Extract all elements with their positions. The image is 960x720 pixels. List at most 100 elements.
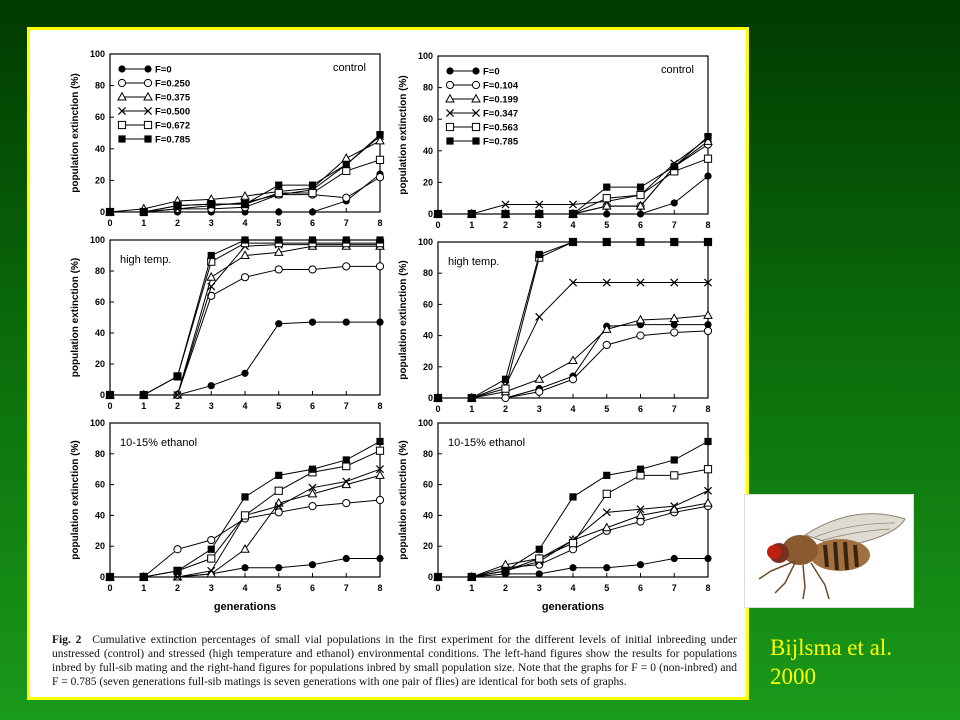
x-tick-label: 6 (638, 583, 643, 593)
data-point (602, 508, 611, 517)
series (433, 154, 713, 219)
data-point (603, 210, 611, 218)
legend-marker (445, 122, 455, 132)
data-point (535, 312, 544, 321)
data-point (703, 310, 713, 319)
data-point (207, 554, 216, 563)
fly-legs (758, 560, 830, 600)
legend-marker (446, 67, 454, 75)
legend-marker (144, 135, 152, 143)
y-tick-label: 100 (418, 237, 433, 247)
panel-4: 0 20 40 60 80 100 0 1 2 3 4 5 6 7 8 population extincti… (398, 237, 713, 414)
data-point (434, 394, 442, 402)
data-point (569, 493, 577, 501)
legend-label: F=0.785 (155, 135, 191, 146)
data-point (670, 471, 679, 480)
data-point (601, 324, 612, 333)
data-point (342, 236, 350, 244)
x-tick-label: 4 (242, 583, 247, 593)
data-point (568, 355, 578, 365)
series (106, 318, 384, 399)
data-point (501, 200, 510, 209)
data-point (602, 340, 611, 350)
data-point (275, 320, 283, 328)
data-point (501, 384, 510, 393)
y-tick-label: 100 (90, 418, 105, 428)
x-tick-label: 7 (672, 583, 677, 593)
y-tick-label: 60 (423, 114, 433, 124)
data-point (207, 566, 216, 575)
y-axis-label: population extinction (%) (398, 260, 409, 379)
legend-marker (472, 67, 480, 75)
legend: F=0 F=0.250 F=0.375 F=0.500 F=0.672 F=0.785 (117, 65, 191, 146)
x-tick-label: 7 (344, 583, 349, 593)
data-point (670, 163, 678, 171)
x-tick-label: 8 (377, 583, 382, 593)
data-point (106, 573, 114, 581)
y-tick-label: 80 (95, 449, 105, 459)
caption-label: Fig. 2 (52, 634, 82, 646)
data-point (274, 188, 283, 198)
data-point (140, 208, 148, 216)
y-tick-label: 100 (418, 418, 433, 428)
x-tick-label: 4 (242, 401, 247, 411)
data-point (375, 262, 385, 271)
data-point (669, 313, 680, 322)
x-tick-label: 6 (310, 583, 315, 593)
data-point (703, 326, 713, 336)
plot-frame (109, 53, 381, 213)
x-tick-label: 7 (672, 220, 677, 230)
x-tick-label: 4 (570, 220, 575, 230)
x-tick-label: 6 (310, 218, 315, 228)
data-point (636, 210, 645, 218)
y-tick-label: 60 (423, 480, 433, 490)
data-point (275, 564, 283, 572)
data-point (341, 153, 352, 162)
data-point (207, 282, 216, 291)
data-point (106, 391, 114, 399)
data-point (601, 200, 612, 210)
panel-5: 0 20 40 60 80 100 0 1 2 3 4 5 6 7 8 population extincti… (70, 418, 385, 613)
data-point (375, 446, 385, 455)
data-point (636, 331, 645, 340)
data-point (140, 573, 148, 581)
x-tick-label: 5 (604, 220, 609, 230)
x-tick-label: 3 (209, 583, 214, 593)
series (106, 236, 384, 399)
data-point (308, 318, 317, 326)
x-tick-label: 3 (209, 401, 214, 411)
data-point (273, 247, 284, 256)
x-tick-label: 2 (175, 583, 180, 593)
x-tick-label: 6 (638, 404, 643, 414)
data-point (241, 493, 249, 501)
data-point (241, 564, 249, 572)
y-tick-label: 100 (90, 235, 105, 245)
x-tick-label: 5 (276, 401, 281, 411)
series-line (438, 158, 709, 215)
data-point (534, 374, 545, 383)
y-tick-label: 0 (428, 393, 433, 403)
data-point (635, 200, 646, 210)
figure-frame: 0 20 40 60 80 100 0 1 2 3 4 5 6 7 8 population extincti… (27, 27, 749, 700)
x-tick-label: 2 (175, 218, 180, 228)
x-tick-label: 1 (141, 218, 146, 228)
data-point (670, 554, 678, 563)
data-point (275, 236, 283, 244)
data-point (434, 210, 442, 218)
data-point (535, 210, 543, 218)
data-point (274, 486, 283, 495)
data-point (275, 471, 283, 479)
legend-label: F=0.672 (155, 121, 190, 132)
series-line (110, 441, 381, 578)
data-point (207, 251, 215, 260)
data-point (602, 278, 611, 287)
data-point (241, 200, 249, 208)
x-tick-label: 1 (141, 401, 146, 411)
x-tick-label: 1 (469, 220, 474, 230)
legend-label: F=0.500 (155, 107, 190, 118)
y-tick-label: 20 (423, 541, 433, 551)
data-point (568, 375, 578, 384)
data-point (275, 208, 283, 216)
data-point (376, 236, 384, 244)
x-tick-label: 4 (570, 404, 575, 414)
